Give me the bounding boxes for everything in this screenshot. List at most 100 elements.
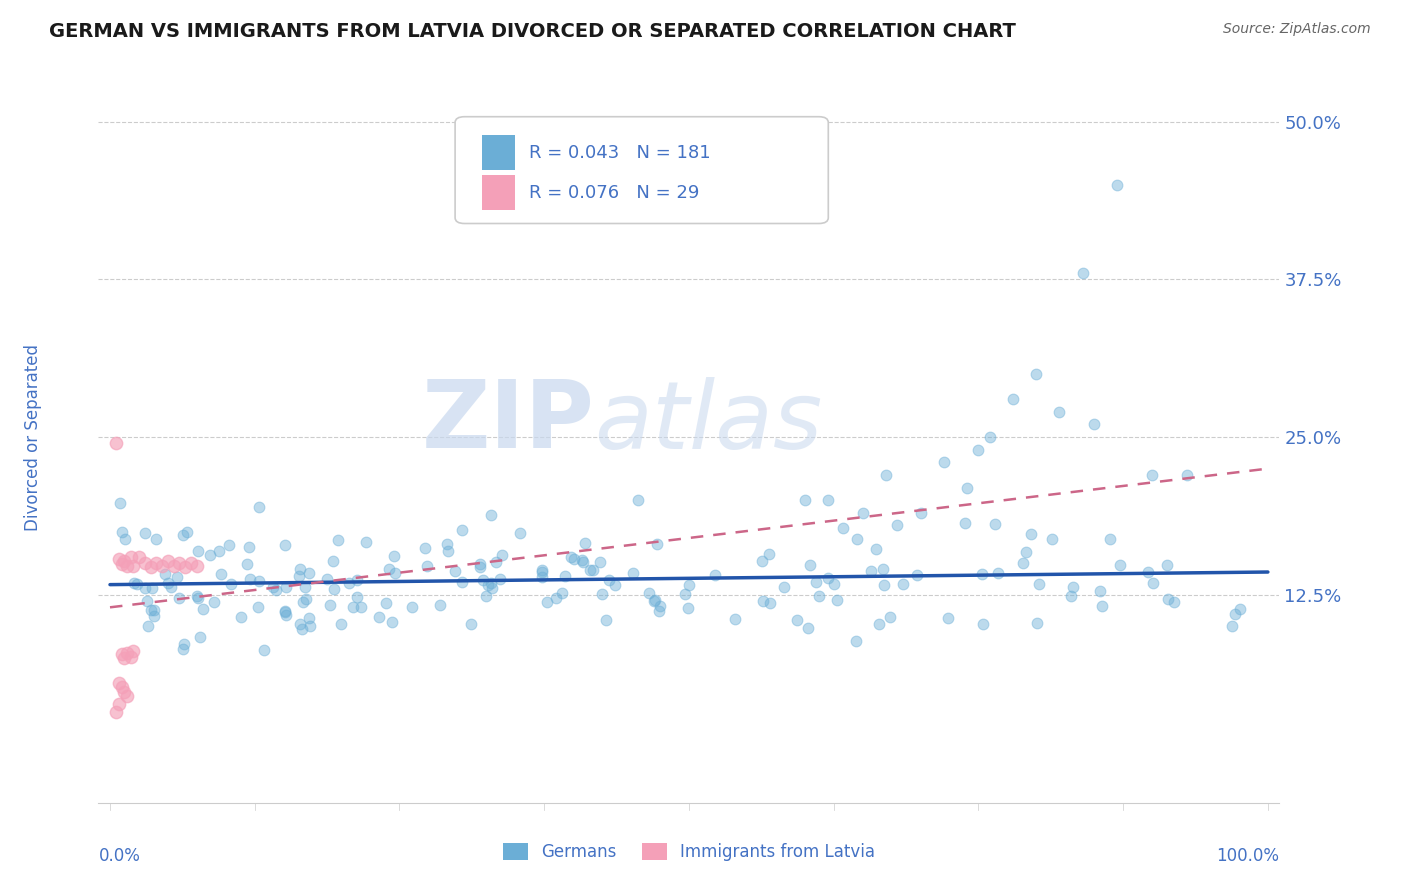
Point bbox=[868, 617, 890, 632]
Point bbox=[1157, 591, 1180, 606]
Point bbox=[509, 525, 531, 540]
Point bbox=[488, 573, 510, 587]
Point bbox=[758, 547, 780, 561]
Point bbox=[186, 589, 208, 603]
Text: 100.0%: 100.0% bbox=[1216, 847, 1279, 864]
Point bbox=[377, 562, 399, 576]
Point bbox=[468, 559, 491, 574]
Point bbox=[108, 676, 131, 690]
Point bbox=[294, 580, 316, 594]
Text: Divorced or Separated: Divorced or Separated bbox=[24, 343, 42, 531]
Point bbox=[174, 560, 197, 574]
Point bbox=[1142, 575, 1164, 590]
Point bbox=[589, 556, 612, 570]
Point bbox=[886, 518, 908, 533]
Point bbox=[218, 538, 240, 552]
Point bbox=[136, 594, 159, 608]
Point bbox=[460, 617, 482, 632]
Point bbox=[288, 562, 311, 576]
Point bbox=[291, 595, 314, 609]
Point bbox=[262, 580, 284, 594]
Point bbox=[141, 581, 163, 595]
Point bbox=[1163, 595, 1185, 609]
Point bbox=[1088, 583, 1111, 598]
Point bbox=[1175, 467, 1198, 482]
Point bbox=[546, 591, 568, 605]
Point bbox=[560, 550, 582, 565]
Point bbox=[117, 558, 139, 573]
Point bbox=[114, 532, 136, 546]
Point bbox=[274, 580, 297, 594]
Point bbox=[299, 619, 322, 633]
Point bbox=[1137, 566, 1160, 580]
FancyBboxPatch shape bbox=[456, 117, 828, 224]
Point bbox=[346, 573, 368, 587]
Point bbox=[1108, 558, 1130, 573]
Text: R = 0.043   N = 181: R = 0.043 N = 181 bbox=[530, 144, 711, 161]
Point bbox=[1225, 607, 1247, 622]
Point bbox=[704, 567, 727, 582]
Point bbox=[481, 582, 503, 596]
Point bbox=[108, 698, 131, 712]
Point bbox=[1025, 367, 1047, 381]
Point bbox=[1156, 558, 1178, 572]
Point bbox=[956, 481, 979, 495]
Point bbox=[143, 608, 166, 623]
Point bbox=[823, 576, 845, 591]
Point bbox=[786, 613, 808, 627]
Point bbox=[591, 587, 613, 601]
Point bbox=[582, 563, 605, 577]
Text: R = 0.076   N = 29: R = 0.076 N = 29 bbox=[530, 184, 700, 202]
Point bbox=[572, 555, 595, 569]
Point bbox=[905, 568, 928, 582]
Point bbox=[145, 556, 167, 570]
Point bbox=[793, 493, 815, 508]
Point bbox=[598, 573, 620, 587]
Point bbox=[1091, 599, 1114, 613]
Point bbox=[936, 611, 959, 625]
Point bbox=[472, 574, 495, 588]
Point bbox=[187, 543, 209, 558]
Point bbox=[808, 589, 831, 603]
Point bbox=[219, 577, 242, 591]
Point bbox=[143, 603, 166, 617]
Point bbox=[979, 430, 1001, 444]
Point bbox=[436, 537, 458, 551]
Point bbox=[117, 689, 139, 703]
Point bbox=[246, 600, 269, 615]
Point bbox=[644, 593, 666, 607]
Point bbox=[274, 538, 297, 552]
Point bbox=[235, 557, 257, 571]
Point bbox=[110, 680, 132, 694]
Point bbox=[536, 595, 558, 609]
Point bbox=[337, 576, 360, 591]
Point bbox=[530, 570, 553, 584]
Point bbox=[759, 596, 782, 610]
Point bbox=[562, 552, 585, 566]
FancyBboxPatch shape bbox=[482, 175, 516, 211]
Point bbox=[832, 521, 855, 535]
Point bbox=[1026, 615, 1049, 630]
Point bbox=[186, 591, 208, 605]
Point bbox=[266, 583, 288, 598]
Point bbox=[1028, 577, 1050, 591]
Point bbox=[193, 602, 215, 616]
Point bbox=[413, 541, 436, 556]
Point bbox=[873, 577, 896, 591]
Point bbox=[984, 517, 1007, 532]
Point bbox=[150, 558, 173, 573]
Point bbox=[120, 649, 142, 664]
Point bbox=[104, 436, 127, 450]
Point bbox=[1083, 417, 1105, 432]
Text: GERMAN VS IMMIGRANTS FROM LATVIA DIVORCED OR SEPARATED CORRELATION CHART: GERMAN VS IMMIGRANTS FROM LATVIA DIVORCE… bbox=[49, 22, 1017, 41]
Point bbox=[229, 609, 252, 624]
Point bbox=[273, 604, 295, 618]
Point bbox=[804, 575, 827, 590]
Point bbox=[323, 582, 346, 596]
Point bbox=[477, 578, 499, 592]
Point bbox=[1062, 580, 1084, 594]
Point bbox=[125, 577, 148, 591]
Point bbox=[247, 574, 270, 589]
Point bbox=[751, 594, 773, 608]
Point bbox=[474, 589, 496, 603]
